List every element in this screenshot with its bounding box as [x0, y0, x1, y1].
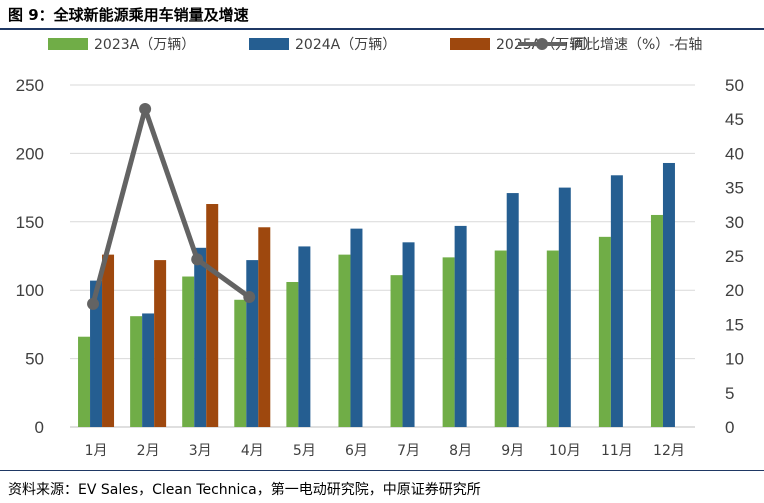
bar: [194, 247, 207, 427]
tick-labels: 0 50 100 150 200 250 0 5 10 15 20 25 30 35 40 45 50 1月 2月 3…: [16, 76, 744, 459]
x-tick-label: 6月: [345, 443, 368, 459]
bar: [546, 250, 559, 427]
legend-label: 2024A（万辆）: [295, 37, 396, 53]
growth-point: [87, 297, 100, 310]
bar: [454, 225, 467, 427]
growth-line: [87, 102, 256, 310]
y2-tick-label: 20: [725, 281, 744, 300]
source-divider: [0, 470, 764, 471]
x-tick-label: 9月: [501, 443, 524, 459]
legend-swatch: [249, 38, 289, 50]
x-tick-label: 3月: [189, 443, 212, 459]
x-tick-label: 12月: [653, 443, 685, 459]
growth-point: [139, 102, 152, 115]
bar: [154, 260, 167, 427]
bar: [246, 260, 259, 427]
bar: [206, 204, 219, 427]
legend-label: 2023A（万辆）: [94, 37, 195, 53]
y2-tick-label: 45: [725, 110, 744, 129]
y2-tick-label: 35: [725, 179, 744, 198]
x-tick-label: 4月: [241, 443, 264, 459]
chart: 0 50 100 150 200 250 0 5 10 15 20 25 30 35 40 45 50 1月 2月 3…: [16, 37, 744, 459]
legend-swatch: [450, 38, 490, 50]
bar: [142, 313, 155, 427]
bar: [234, 299, 247, 427]
x-tick-label: 1月: [85, 443, 108, 459]
x-tick-label: 2月: [137, 443, 160, 459]
bar: [662, 162, 675, 427]
bar: [130, 316, 143, 427]
y2-tick-label: 5: [725, 384, 734, 403]
growth-point: [243, 291, 256, 304]
legend-swatch: [48, 38, 88, 50]
bar: [286, 281, 299, 427]
bar: [558, 187, 571, 427]
x-tick-label: 8月: [449, 443, 472, 459]
bar: [494, 250, 507, 427]
chart-title: 图 9：全球新能源乘用车销量及增速: [8, 6, 249, 24]
x-tick-label: 7月: [397, 443, 420, 459]
bar: [442, 257, 455, 427]
bar: [610, 175, 623, 427]
y-tick-label: 0: [35, 418, 44, 437]
legend-label: 同比增速（%）-右轴: [572, 37, 702, 53]
bar: [350, 228, 363, 427]
y-tick-label: 150: [16, 213, 44, 232]
y-tick-label: 50: [25, 350, 44, 369]
bar: [102, 254, 115, 427]
x-tick-label: 11月: [601, 443, 633, 459]
bar: [390, 275, 403, 427]
y2-tick-label: 50: [725, 76, 744, 95]
bar: [258, 227, 271, 427]
y2-tick-label: 25: [725, 247, 744, 266]
y2-tick-label: 10: [725, 350, 744, 369]
growth-line-path: [90, 106, 251, 305]
legend: 2023A（万辆）2024A（万辆）2025A（万辆）同比增速（%）-右轴: [48, 37, 702, 53]
bar: [402, 242, 415, 427]
bar: [338, 254, 351, 427]
bar: [182, 276, 195, 427]
legend-line-marker: [536, 38, 548, 50]
bar: [506, 193, 519, 427]
gridlines: [70, 84, 695, 360]
y-tick-label: 250: [16, 76, 44, 95]
x-tick-label: 5月: [293, 443, 316, 459]
bar: [650, 214, 663, 427]
bar: [90, 280, 103, 427]
y2-tick-label: 30: [725, 213, 744, 232]
title-divider: [0, 28, 764, 30]
bar: [598, 236, 611, 427]
y2-tick-label: 0: [725, 418, 734, 437]
x-tick-label: 10月: [549, 443, 581, 459]
bar: [78, 336, 91, 427]
y2-tick-label: 40: [725, 144, 744, 163]
y-tick-label: 200: [16, 144, 44, 163]
growth-point: [191, 253, 204, 266]
source-note: 资料来源：EV Sales，Clean Technica，第一电动研究院，中原证…: [8, 482, 481, 498]
y-tick-label: 100: [16, 281, 44, 300]
bar: [298, 246, 311, 427]
y2-tick-label: 15: [725, 315, 744, 334]
bars: [78, 162, 675, 427]
